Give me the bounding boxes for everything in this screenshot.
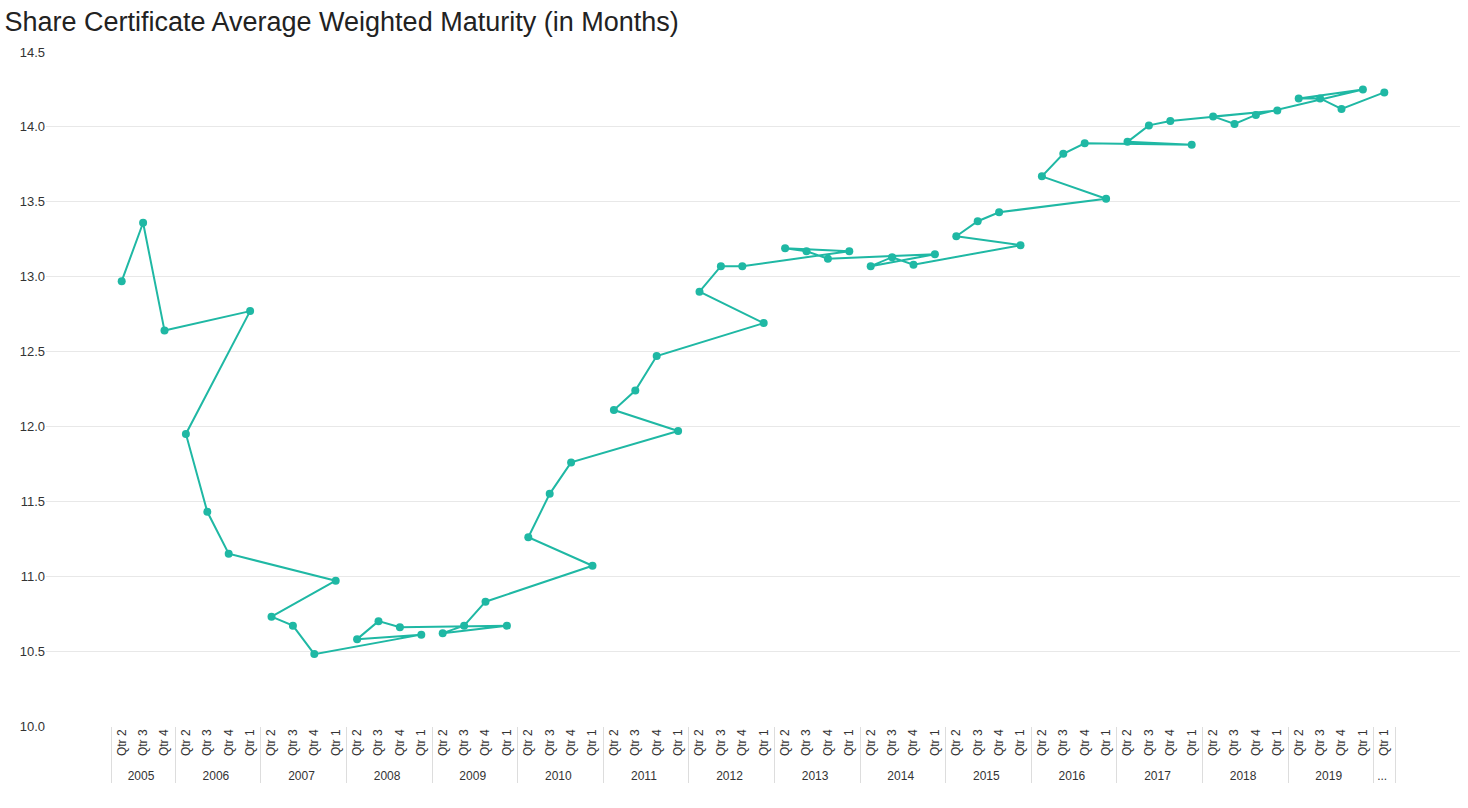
svg-text:Qtr 2: Qtr 2 [1035,729,1049,756]
svg-text:2019: 2019 [1315,769,1342,783]
svg-text:2006: 2006 [203,769,230,783]
svg-text:Qtr 1: Qtr 1 [1270,729,1284,756]
svg-text:Qtr 3: Qtr 3 [543,729,557,756]
svg-text:Qtr 1: Qtr 1 [928,729,942,756]
svg-text:Qtr 2: Qtr 2 [1120,729,1134,756]
svg-text:2015: 2015 [973,769,1000,783]
svg-text:Qtr 4: Qtr 4 [821,729,835,756]
svg-text:Qtr 4: Qtr 4 [650,729,664,756]
svg-text:Qtr 3: Qtr 3 [971,729,985,756]
svg-text:Qtr 3: Qtr 3 [1313,729,1327,756]
svg-text:Qtr 4: Qtr 4 [157,729,171,756]
svg-text:Qtr 3: Qtr 3 [714,729,728,756]
svg-text:Qtr 4: Qtr 4 [1249,729,1263,756]
svg-text:Qtr 3: Qtr 3 [1056,729,1070,756]
svg-text:2007: 2007 [288,769,315,783]
svg-text:Qtr 1: Qtr 1 [585,729,599,756]
svg-text:Qtr 1: Qtr 1 [671,729,685,756]
svg-text:Qtr 2: Qtr 2 [179,729,193,756]
svg-text:2005: 2005 [128,769,155,783]
svg-text:11.5: 11.5 [21,494,45,509]
svg-text:Qtr 4: Qtr 4 [564,729,578,756]
svg-text:Qtr 4: Qtr 4 [393,729,407,756]
svg-text:Qtr 4: Qtr 4 [992,729,1006,756]
svg-text:Share Certificate Average Weig: Share Certificate Average Weighted Matur… [4,7,678,37]
svg-text:Qtr 2: Qtr 2 [607,729,621,756]
svg-text:Qtr 3: Qtr 3 [136,729,150,756]
svg-text:Qtr 4: Qtr 4 [1078,729,1092,756]
svg-text:Qtr 4: Qtr 4 [1163,729,1177,756]
svg-text:Qtr 1: Qtr 1 [1356,729,1370,756]
svg-text:Qtr 1: Qtr 1 [414,729,428,756]
svg-text:2009: 2009 [459,769,486,783]
svg-text:Qtr 4: Qtr 4 [906,729,920,756]
svg-text:14.0: 14.0 [20,119,45,134]
svg-text:Qtr 4: Qtr 4 [478,729,492,756]
svg-text:Qtr 3: Qtr 3 [628,729,642,756]
svg-text:Qtr 2: Qtr 2 [864,729,878,756]
svg-text:2011: 2011 [631,769,657,783]
svg-text:Qtr 3: Qtr 3 [1227,729,1241,756]
svg-text:Qtr 1: Qtr 1 [243,729,257,756]
svg-text:Qtr 2: Qtr 2 [115,729,129,756]
svg-text:10.5: 10.5 [20,644,45,659]
svg-text:Qtr 3: Qtr 3 [457,729,471,756]
svg-text:Qtr 1: Qtr 1 [1185,729,1199,756]
svg-text:Qtr 3: Qtr 3 [286,729,300,756]
svg-text:11.0: 11.0 [21,569,45,584]
svg-text:2010: 2010 [545,769,572,783]
svg-text:...: ... [1377,769,1387,783]
svg-text:Qtr 3: Qtr 3 [885,729,899,756]
svg-text:Qtr 1: Qtr 1 [1377,729,1391,756]
svg-text:Qtr 4: Qtr 4 [222,729,236,756]
svg-text:Qtr 3: Qtr 3 [200,729,214,756]
svg-text:12.5: 12.5 [20,344,45,359]
svg-text:Qtr 4: Qtr 4 [1334,729,1348,756]
svg-text:Qtr 2: Qtr 2 [1292,729,1306,756]
svg-text:2014: 2014 [887,769,914,783]
svg-text:Qtr 2: Qtr 2 [1206,729,1220,756]
svg-text:Qtr 2: Qtr 2 [949,729,963,756]
svg-text:2017: 2017 [1144,769,1171,783]
svg-text:10.0: 10.0 [20,719,45,734]
svg-text:12.0: 12.0 [20,419,45,434]
svg-text:Qtr 3: Qtr 3 [799,729,813,756]
svg-text:14.5: 14.5 [20,45,45,60]
svg-text:2012: 2012 [716,769,743,783]
svg-text:Qtr 3: Qtr 3 [1142,729,1156,756]
svg-text:2018: 2018 [1230,769,1257,783]
svg-text:Qtr 1: Qtr 1 [842,729,856,756]
svg-text:Qtr 1: Qtr 1 [329,729,343,756]
svg-text:Qtr 2: Qtr 2 [264,729,278,756]
svg-text:Qtr 3: Qtr 3 [371,729,385,756]
svg-text:Qtr 4: Qtr 4 [735,729,749,756]
svg-text:13.5: 13.5 [20,194,45,209]
svg-text:2016: 2016 [1059,769,1086,783]
svg-text:Qtr 2: Qtr 2 [778,729,792,756]
svg-text:Qtr 2: Qtr 2 [692,729,706,756]
svg-text:13.0: 13.0 [20,269,45,284]
svg-text:2013: 2013 [802,769,829,783]
svg-text:Qtr 2: Qtr 2 [521,729,535,756]
svg-text:Qtr 1: Qtr 1 [757,729,771,756]
svg-text:Qtr 2: Qtr 2 [350,729,364,756]
svg-text:Qtr 2: Qtr 2 [436,729,450,756]
svg-text:Qtr 1: Qtr 1 [500,729,514,756]
svg-text:Qtr 4: Qtr 4 [307,729,321,756]
svg-text:Qtr 1: Qtr 1 [1099,729,1113,756]
svg-text:2008: 2008 [374,769,401,783]
svg-text:Qtr 1: Qtr 1 [1013,729,1027,756]
